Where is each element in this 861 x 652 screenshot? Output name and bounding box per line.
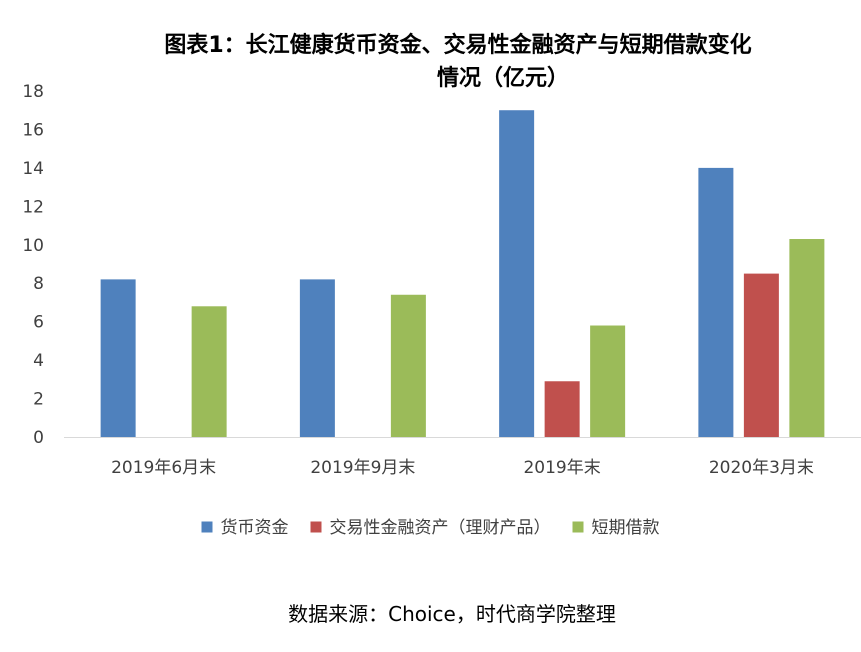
- bars: [100, 110, 825, 437]
- bar-series-2-cat-3: [544, 381, 580, 437]
- legend-item-series-1: 货币资金: [201, 518, 289, 538]
- bar-series-3-cat-4: [789, 239, 825, 437]
- y-axis: 0 2 4 6 8 10 12 14 16 18: [22, 82, 44, 448]
- legend-swatch: [201, 521, 213, 533]
- bar-series-1-cat-3: [499, 110, 535, 437]
- x-category-label: 2019年9月末: [310, 458, 415, 478]
- chart-title: 图表1：长江健康货币资金、交易性金融资产与短期借款变化 情况（亿元）: [164, 32, 751, 91]
- legend-label: 货币资金: [221, 518, 289, 538]
- y-tick-label: 12: [22, 197, 44, 217]
- legend-label: 交易性金融资产（理财产品）: [330, 518, 551, 538]
- y-tick-label: 16: [22, 120, 44, 140]
- bar-series-3-cat-1: [191, 306, 227, 437]
- y-tick-label: 4: [33, 351, 44, 371]
- y-tick-label: 18: [22, 82, 44, 102]
- bar-series-3-cat-3: [590, 325, 626, 437]
- y-tick-label: 8: [33, 274, 44, 294]
- y-tick-label: 14: [22, 159, 44, 179]
- legend-item-series-3: 短期借款: [572, 518, 660, 538]
- x-category-label: 2019年末: [523, 458, 600, 478]
- y-tick-label: 10: [22, 236, 44, 256]
- chart-title-line-2: 情况（亿元）: [437, 65, 569, 91]
- legend-item-series-2: 交易性金融资产（理财产品）: [310, 518, 551, 538]
- legend-swatch: [310, 521, 322, 533]
- x-category-label: 2020年3月末: [709, 458, 814, 478]
- x-axis: 2019年6月末 2019年9月末 2019年末 2020年3月末: [111, 458, 814, 478]
- x-category-label: 2019年6月末: [111, 458, 216, 478]
- legend: 货币资金 交易性金融资产（理财产品） 短期借款: [201, 518, 660, 538]
- source-note: 数据来源：Choice，时代商学院整理: [288, 602, 616, 626]
- bar-series-3-cat-2: [390, 294, 426, 437]
- chart-title-line-1: 图表1：长江健康货币资金、交易性金融资产与短期借款变化: [164, 32, 751, 58]
- legend-label: 短期借款: [592, 518, 660, 538]
- y-tick-label: 6: [33, 313, 44, 333]
- legend-swatch: [572, 521, 584, 533]
- bar-series-1-cat-1: [100, 279, 136, 437]
- y-tick-label: 2: [33, 390, 44, 410]
- bar-series-2-cat-4: [743, 273, 779, 437]
- bar-series-1-cat-4: [698, 167, 734, 437]
- bar-series-1-cat-2: [299, 279, 335, 437]
- y-tick-label: 0: [33, 428, 44, 448]
